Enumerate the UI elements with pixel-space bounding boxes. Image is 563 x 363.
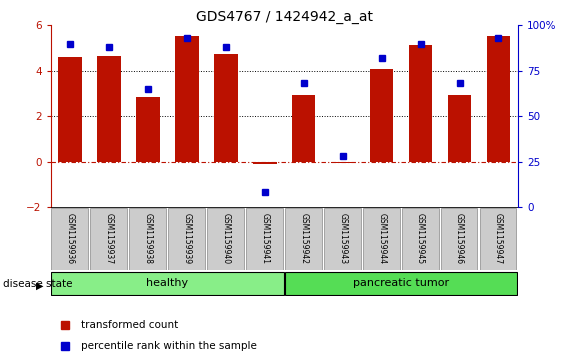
Text: disease state: disease state xyxy=(3,279,72,289)
FancyBboxPatch shape xyxy=(324,208,361,270)
Bar xyxy=(370,69,394,162)
Text: GSM1159947: GSM1159947 xyxy=(494,213,503,264)
Text: GSM1159939: GSM1159939 xyxy=(182,213,191,264)
Bar xyxy=(97,56,120,162)
Text: transformed count: transformed count xyxy=(81,321,178,330)
Text: GSM1159942: GSM1159942 xyxy=(300,213,309,264)
FancyBboxPatch shape xyxy=(246,208,283,270)
Text: GSM1159940: GSM1159940 xyxy=(221,213,230,264)
FancyBboxPatch shape xyxy=(168,208,205,270)
Text: GSM1159936: GSM1159936 xyxy=(66,213,75,264)
Bar xyxy=(487,36,510,162)
Bar xyxy=(448,95,471,162)
Bar xyxy=(292,95,315,162)
Text: ▶: ▶ xyxy=(37,281,44,291)
FancyBboxPatch shape xyxy=(51,208,88,270)
Text: GSM1159944: GSM1159944 xyxy=(377,213,386,264)
FancyBboxPatch shape xyxy=(441,208,477,270)
Bar xyxy=(253,162,276,164)
Bar xyxy=(331,162,354,163)
Bar xyxy=(175,36,199,162)
FancyBboxPatch shape xyxy=(480,208,516,270)
Bar xyxy=(214,54,238,162)
Text: pancreatic tumor: pancreatic tumor xyxy=(353,278,449,288)
Text: GSM1159943: GSM1159943 xyxy=(338,213,347,264)
FancyBboxPatch shape xyxy=(402,208,439,270)
Title: GDS4767 / 1424942_a_at: GDS4767 / 1424942_a_at xyxy=(196,11,373,24)
Bar xyxy=(409,45,432,162)
Text: percentile rank within the sample: percentile rank within the sample xyxy=(81,341,257,351)
FancyBboxPatch shape xyxy=(91,208,127,270)
Text: healthy: healthy xyxy=(146,278,189,288)
Bar xyxy=(136,97,160,162)
FancyBboxPatch shape xyxy=(285,208,321,270)
Text: GSM1159945: GSM1159945 xyxy=(416,213,425,264)
Text: GSM1159946: GSM1159946 xyxy=(455,213,464,264)
FancyBboxPatch shape xyxy=(285,272,517,295)
Text: GSM1159941: GSM1159941 xyxy=(260,213,269,264)
FancyBboxPatch shape xyxy=(363,208,400,270)
Text: GSM1159937: GSM1159937 xyxy=(105,213,114,264)
FancyBboxPatch shape xyxy=(129,208,166,270)
Text: GSM1159938: GSM1159938 xyxy=(144,213,153,264)
FancyBboxPatch shape xyxy=(207,208,244,270)
FancyBboxPatch shape xyxy=(51,272,284,295)
Bar xyxy=(59,57,82,162)
